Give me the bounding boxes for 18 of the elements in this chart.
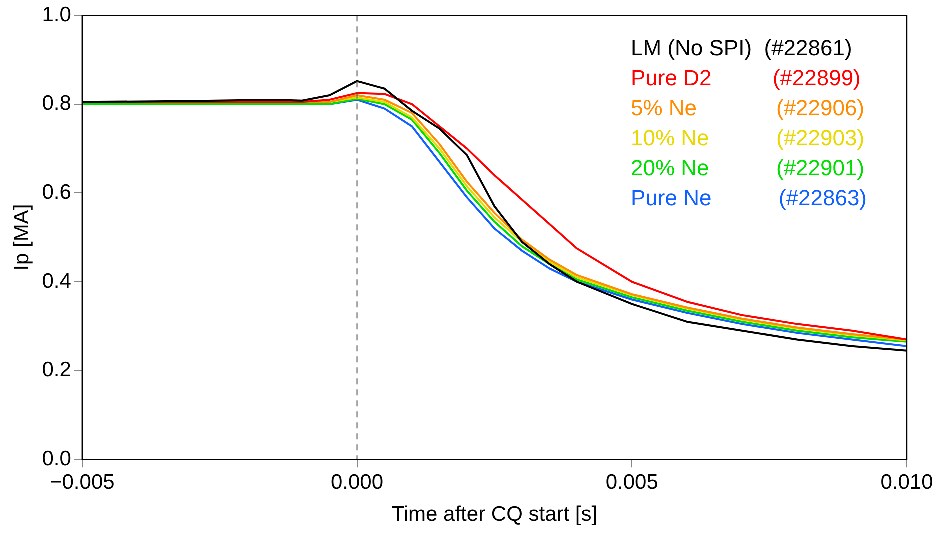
y-tick-label: 1.0 <box>42 3 72 26</box>
x-tick-label: 0.005 <box>606 470 658 494</box>
text: 20% Ne (#22901) <box>630 156 865 181</box>
text: Pure D2 (#22899) <box>630 66 861 91</box>
text: 5% Ne (#22906) <box>630 96 865 121</box>
x-tick-label: 0.000 <box>330 470 384 494</box>
y-tick-label: 0.2 <box>42 358 72 382</box>
text: LM (No SPI) (#22861) <box>630 36 852 61</box>
y-tick-label: 0.4 <box>42 270 72 293</box>
y-tick-label: 0.0 <box>42 447 72 470</box>
y-axis-title: Ip [MA] <box>10 204 34 271</box>
x-tick-label: −0.005 <box>50 470 115 494</box>
x-tick-label: 0.010 <box>880 470 934 494</box>
y-tick-label: 0.6 <box>42 180 72 204</box>
text: Pure Ne (#22863) <box>630 186 868 211</box>
text: 10% Ne (#22903) <box>630 126 865 151</box>
y-tick-label: 0.8 <box>42 92 72 116</box>
x-axis-title: Time after CQ start [s] <box>392 503 598 526</box>
